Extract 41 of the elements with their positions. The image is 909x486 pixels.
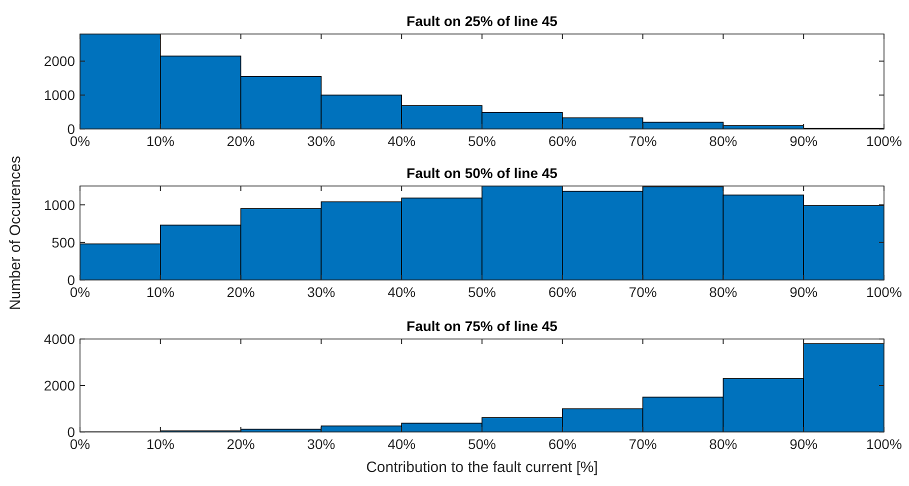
x-tick-label: 60%	[548, 133, 576, 149]
x-tick-label: 10%	[146, 436, 174, 452]
chart-title: Fault on 25% of line 45	[406, 13, 558, 29]
x-tick-label: 70%	[628, 436, 657, 452]
x-tick-label: 100%	[866, 133, 902, 149]
x-tick-label: 80%	[709, 436, 738, 452]
x-tick-label: 40%	[388, 284, 416, 300]
y-tick-label: 2000	[44, 378, 76, 394]
x-axis-title: Contribution to the fault current [%]	[366, 459, 598, 476]
x-tick-label: 20%	[226, 436, 255, 452]
x-tick-label: 90%	[790, 133, 818, 149]
y-axis-title: Number of Occurences	[7, 156, 24, 310]
x-tick-label: 90%	[790, 284, 818, 300]
x-tick-label: 80%	[709, 133, 738, 149]
x-tick-label: 30%	[307, 133, 336, 149]
x-tick-label: 50%	[468, 133, 496, 149]
x-tick-label: 30%	[307, 436, 336, 452]
x-tick-label: 30%	[307, 284, 336, 300]
y-tick-label: 1000	[44, 87, 76, 104]
y-tick-label: 4000	[44, 331, 76, 347]
x-tick-label: 50%	[468, 284, 496, 300]
x-tick-label: 20%	[226, 284, 255, 300]
chart-title: Fault on 75% of line 45	[406, 318, 558, 334]
x-tick-label: 50%	[468, 436, 496, 452]
x-tick-label: 70%	[628, 284, 657, 300]
x-tick-label: 70%	[628, 133, 657, 149]
x-tick-label: 10%	[146, 284, 174, 300]
x-tick-label: 60%	[548, 284, 576, 300]
chart-title: Fault on 50% of line 45	[406, 165, 558, 181]
y-tick-label: 500	[52, 234, 76, 250]
x-tick-label: 40%	[388, 436, 416, 452]
x-tick-label: 80%	[709, 284, 738, 300]
x-tick-label: 10%	[146, 133, 174, 149]
x-tick-label: 90%	[790, 436, 818, 452]
x-tick-label: 20%	[226, 133, 255, 149]
y-tick-label: 2000	[44, 53, 76, 70]
x-tick-label: 100%	[866, 284, 902, 300]
y-tick-label: 1000	[44, 196, 76, 213]
x-tick-label: 40%	[388, 133, 416, 149]
x-tick-label: 60%	[548, 436, 576, 452]
x-tick-label: 100%	[866, 436, 902, 452]
